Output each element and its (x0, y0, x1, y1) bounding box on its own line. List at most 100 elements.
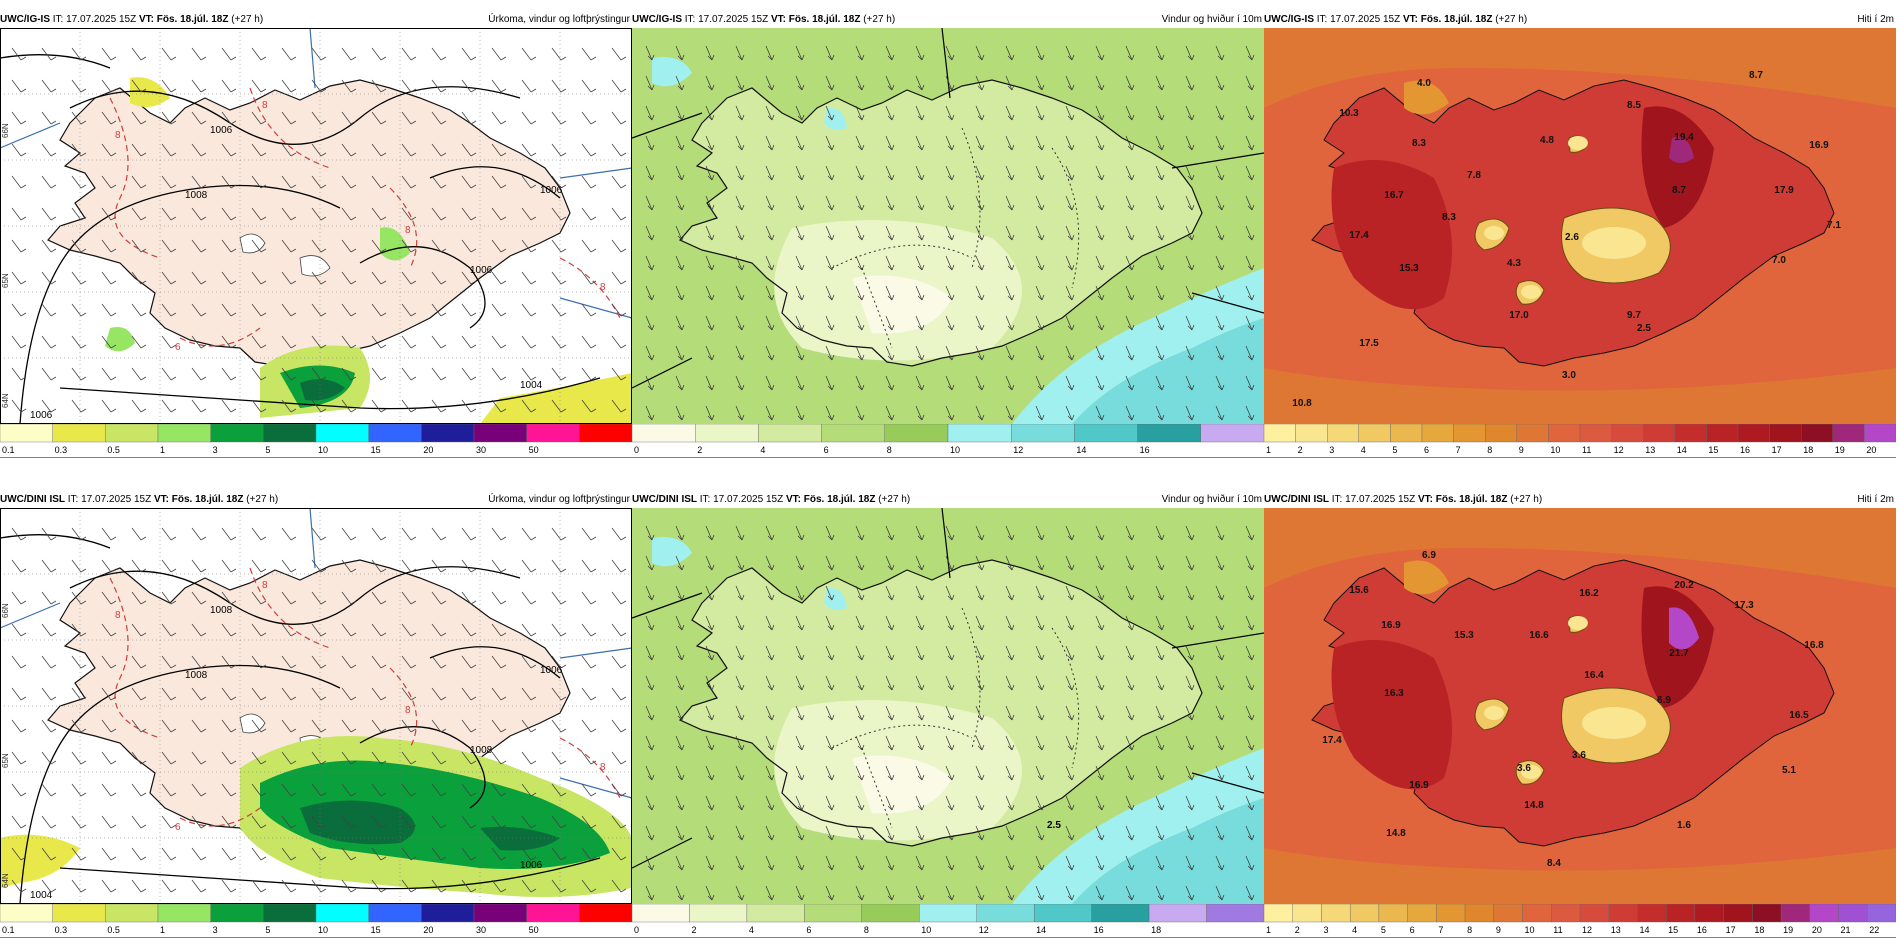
wind-arrow (1215, 285, 1225, 301)
wind-arrow (1005, 315, 1015, 331)
wind-barb (371, 79, 387, 93)
wind-arrow (1065, 195, 1075, 211)
temperature-value: 17.4 (1322, 735, 1342, 746)
wind-arrow (1095, 105, 1105, 121)
wind-arrow (1155, 525, 1165, 541)
wind-barb (251, 591, 267, 605)
wind-arrow (975, 525, 985, 541)
wind-arrow (675, 645, 685, 661)
colorbar-tick-label: 12 (1614, 445, 1624, 455)
isobar-label: 1004 (30, 890, 53, 901)
wind-arrow (1155, 825, 1165, 841)
region-boundary (831, 244, 973, 269)
wind-arrow (1185, 165, 1195, 181)
colorbar-swatch (263, 424, 317, 443)
wind-barb (311, 271, 327, 285)
temperature-value: 16.5 (1789, 710, 1809, 721)
temperature-contour-label: 6 (175, 342, 181, 353)
wind-arrow (1155, 645, 1165, 661)
wind-arrow (795, 885, 805, 901)
wind-barb (251, 143, 267, 157)
wind-arrow (735, 615, 745, 631)
wind-barb (281, 79, 297, 93)
wind-arrow (885, 135, 895, 151)
temperature-value: 17.3 (1734, 600, 1754, 611)
wind-barb (71, 303, 87, 317)
wind-arrow (1245, 825, 1255, 841)
wind-arrow (855, 165, 865, 181)
wind-arrow (705, 855, 715, 871)
wind-barb (311, 399, 327, 413)
wind-arrow (795, 525, 805, 541)
colorbar-swatch (1464, 904, 1495, 923)
wind-arrow (735, 225, 745, 241)
wind-arrow (1035, 285, 1045, 301)
wind-arrow (915, 45, 925, 61)
colorbar-tick-label: 10 (921, 925, 931, 935)
wind-barb (11, 303, 27, 317)
valid-time: VT: Fös. 18.júl. 18Z (785, 494, 876, 505)
wind-arrow (705, 645, 715, 661)
wind-arrow (915, 615, 925, 631)
wind-arrow (1065, 885, 1075, 901)
wind-arrow (1155, 795, 1165, 811)
wind-barb (281, 47, 297, 61)
wind-arrow (915, 195, 925, 211)
wind-arrow (1095, 315, 1105, 331)
colorbar-tick-label: 5 (1392, 445, 1397, 455)
wind-barb (461, 815, 477, 829)
glacier-core (1521, 765, 1541, 779)
wind-barb (221, 47, 237, 61)
wind-barb (461, 143, 477, 157)
wind-barb (371, 239, 387, 253)
wind-barb (581, 655, 597, 669)
wind-arrow (1005, 285, 1015, 301)
wind-barb (581, 399, 597, 413)
wind-arrow (825, 285, 835, 301)
wind-barb (431, 303, 447, 317)
wind-barb (101, 623, 117, 637)
wind-barb (11, 271, 27, 285)
wind-strong-area (652, 537, 692, 567)
wind-arrow (1005, 195, 1015, 211)
wind-barb (581, 271, 597, 285)
wind-arrow (1155, 345, 1165, 361)
wind-arrow (825, 585, 835, 601)
wind-barb (41, 207, 57, 221)
wind-barb (281, 303, 297, 317)
colorbar-tick-label: 11 (1553, 925, 1562, 935)
wind-arrow (675, 75, 685, 91)
wind-arrow (1065, 825, 1075, 841)
wind-barb (71, 623, 87, 637)
wind-arrow (1065, 255, 1075, 271)
region-boundary (961, 127, 981, 269)
isobar-line (429, 646, 561, 679)
temperature-value: 2.5 (1637, 323, 1651, 334)
colorbar-swatch (210, 424, 264, 443)
wind-arrow (1245, 615, 1255, 631)
colorbar-swatch (1264, 904, 1293, 923)
wind-arrow (645, 105, 655, 121)
wind-arrow (915, 645, 925, 661)
wind-barb (581, 815, 597, 829)
wind-barb (551, 751, 567, 765)
colorbar-tick-label: 2 (1295, 925, 1300, 935)
colorbar-tick-label: 4 (760, 445, 765, 455)
wind-barb (401, 79, 417, 93)
wind-arrow (1245, 315, 1255, 331)
colorbar-tick-label: 0.3 (55, 445, 68, 455)
field-title: Úrkoma, vindur og loftþrýstingur (488, 14, 630, 25)
colorbar-swatch (1694, 904, 1724, 923)
colorbar-swatch (632, 904, 690, 923)
wind-arrow (1065, 765, 1075, 781)
wind-arrow (885, 765, 895, 781)
wind-barb (521, 271, 537, 285)
wind-arrow (855, 105, 865, 121)
temperature-value: 16.9 (1381, 620, 1401, 631)
colorbar-swatch (473, 424, 527, 443)
precip-area-light (380, 227, 410, 261)
wind-barb (371, 623, 387, 637)
isobar-label: 1006 (520, 860, 543, 871)
wind-arrow (1125, 105, 1135, 121)
wind-barb (551, 399, 567, 413)
